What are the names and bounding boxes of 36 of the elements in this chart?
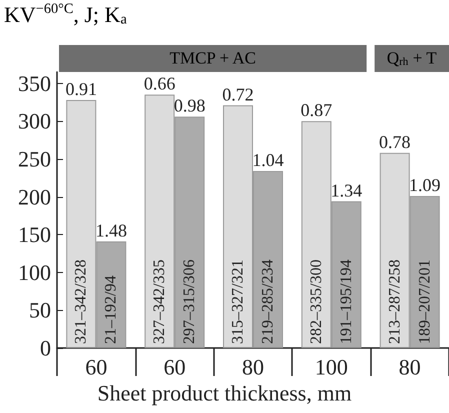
x-axis-title: Sheet product thickness, mm (97, 380, 352, 406)
y-tick-label: 100 (18, 260, 51, 285)
annotation: 21–192/94 (102, 276, 120, 344)
annotation: 315–327/321 (230, 260, 246, 344)
y-tick-label: 250 (18, 146, 51, 172)
annotation: 0.87 (300, 100, 332, 120)
y-tick-label: 350 (18, 70, 51, 96)
x-tick-label: 80 (242, 354, 264, 380)
annotation: 1.04 (252, 150, 284, 170)
y-tick-label: 150 (18, 222, 51, 248)
annotation: 321–342/328 (72, 260, 90, 344)
annotation: 0.72 (222, 84, 254, 104)
annotation: 1.09 (409, 175, 441, 196)
annotation: 189–207/201 (416, 260, 434, 344)
y-tick-label: 200 (18, 184, 51, 210)
x-tick-label: 80 (398, 354, 421, 380)
annotation: 282–335/300 (308, 260, 325, 344)
text: Qrh + T (386, 48, 438, 68)
text: TMCP + AC (170, 48, 256, 68)
annotation: 0.78 (379, 132, 411, 152)
annotation: 0.66 (144, 74, 176, 94)
x-tick-label: 100 (314, 354, 348, 380)
annotation: 0.98 (174, 96, 206, 116)
annotation: 327–342/335 (151, 260, 168, 344)
y-tick-label: 0 (40, 336, 51, 360)
annotation: 191–195/194 (338, 260, 355, 344)
annotation: 297–315/306 (181, 260, 198, 344)
annotation: 1.34 (330, 180, 362, 200)
annotation: 1.48 (95, 220, 127, 240)
annotation: 219–285/234 (260, 260, 276, 344)
x-tick-label: 60 (85, 354, 108, 380)
annotation: 213–287/258 (386, 260, 404, 344)
y-tick-label: 300 (18, 108, 51, 134)
annotation: 0.91 (65, 78, 97, 99)
y-tick-label: 50 (29, 298, 51, 323)
x-tick-label: 60 (164, 354, 186, 380)
